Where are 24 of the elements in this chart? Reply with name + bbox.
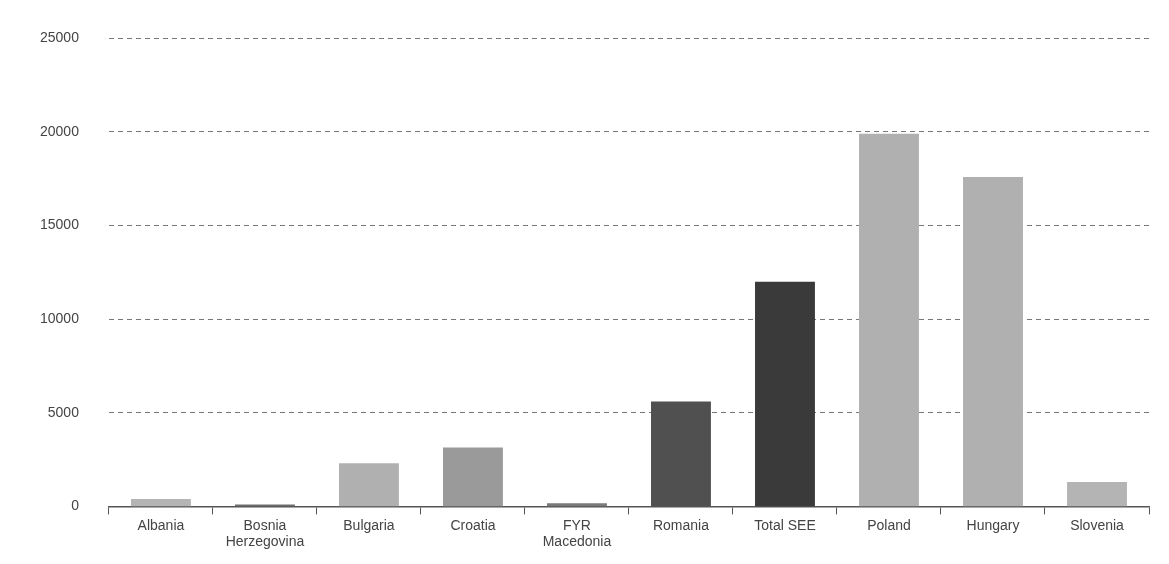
- x-tick-label: Hungary: [966, 516, 1020, 533]
- bar: [547, 503, 607, 507]
- bar: [338, 463, 399, 507]
- bar: [859, 133, 919, 507]
- x-tick-label: Bulgaria: [343, 516, 395, 533]
- x-tick-label: Albania: [137, 516, 185, 533]
- y-tick-label: 20000: [39, 122, 80, 139]
- bar: [755, 281, 815, 507]
- bar: [1067, 482, 1127, 507]
- x-tick-label: Poland: [867, 516, 911, 533]
- bar: [443, 447, 503, 507]
- y-tick-label: 15000: [39, 216, 80, 233]
- x-tick-label: Slovenia: [1070, 516, 1125, 533]
- y-tick-label: 10000: [39, 310, 80, 327]
- bar: [963, 176, 1023, 507]
- x-tick-label: Croatia: [450, 516, 496, 533]
- y-tick-label: 0: [71, 497, 80, 514]
- x-tick-label: Total SEE: [754, 516, 816, 533]
- y-tick-label: 5000: [47, 403, 80, 420]
- x-tick-label: FYR Macedonia: [542, 516, 612, 550]
- bar: [130, 498, 191, 507]
- x-tick-label: Romania: [652, 516, 710, 533]
- y-tick-label: 25000: [39, 29, 80, 46]
- x-tick-label: Bosnia Herzegovina: [225, 516, 305, 550]
